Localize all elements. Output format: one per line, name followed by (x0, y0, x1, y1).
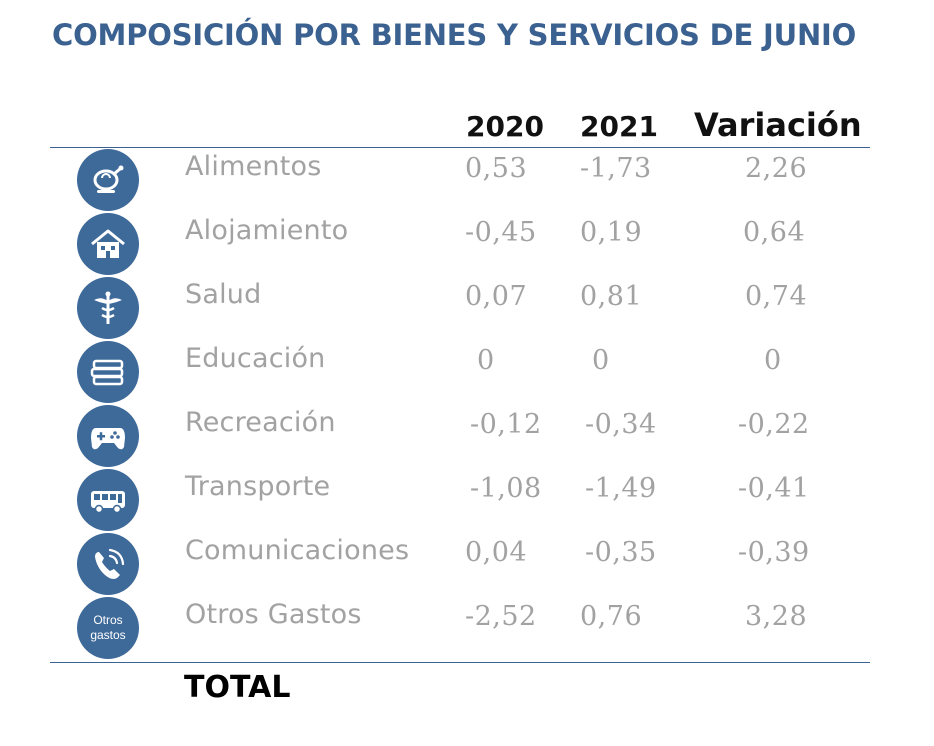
value-2021: -1,49 (585, 473, 657, 504)
header-divider (50, 147, 870, 148)
phone-icon (77, 533, 139, 595)
value-2020: -0,45 (465, 217, 537, 248)
table-row: Comunicaciones 0,04 -0,35 -0,39 (0, 531, 934, 595)
value-variation: 0,64 (743, 217, 806, 248)
value-2021: -0,35 (585, 537, 657, 568)
value-2021: 0 (592, 345, 610, 376)
footer-divider (50, 662, 870, 663)
value-2020: -0,12 (470, 409, 542, 440)
value-variation: 3,28 (745, 601, 808, 632)
food-icon (77, 149, 139, 211)
category-label: Alimentos (185, 151, 322, 182)
value-2021: -1,73 (580, 153, 652, 184)
table-row: Transporte -1,08 -1,49 -0,41 (0, 467, 934, 531)
page-title: COMPOSICIÓN POR BIENES Y SERVICIOS DE JU… (52, 18, 857, 52)
value-2020: 0 (477, 345, 495, 376)
category-label: Educación (185, 343, 326, 374)
caduceus-icon (77, 277, 139, 339)
value-2020: 0,04 (465, 537, 528, 568)
value-2021: 0,19 (580, 217, 643, 248)
category-label: Recreación (185, 407, 336, 438)
value-variation: -0,22 (738, 409, 810, 440)
value-variation: -0,39 (738, 537, 810, 568)
value-2021: -0,34 (585, 409, 657, 440)
column-header-2021: 2021 (580, 110, 658, 143)
table-row: Educación 0 0 0 (0, 339, 934, 403)
value-2021: 0,76 (580, 601, 643, 632)
value-2021: 0,81 (580, 281, 643, 312)
otros-gastos-badge: Otros gastos (77, 597, 139, 659)
table-row: Recreación -0,12 -0,34 -0,22 (0, 403, 934, 467)
value-2020: -2,52 (465, 601, 537, 632)
column-header-variation: Variación (694, 106, 862, 144)
value-2020: 0,53 (465, 153, 528, 184)
category-label: Transporte (185, 471, 331, 502)
value-2020: -1,08 (470, 473, 542, 504)
category-label: Otros Gastos (185, 599, 362, 630)
badge-text-line-1: Otros (93, 613, 123, 627)
value-variation: -0,41 (738, 473, 810, 504)
table-row: Salud 0,07 0,81 0,74 (0, 275, 934, 339)
badge-text-line-2: gastos (90, 628, 126, 642)
gamepad-icon (77, 405, 139, 467)
value-variation: 0,74 (745, 281, 808, 312)
value-variation: 0 (764, 345, 782, 376)
value-variation: 2,26 (745, 153, 808, 184)
column-header-2020: 2020 (466, 110, 544, 143)
category-label: Alojamiento (185, 215, 349, 246)
books-icon (77, 341, 139, 403)
category-label: Comunicaciones (185, 535, 410, 566)
category-label: Salud (185, 279, 262, 310)
table-row: Alojamiento -0,45 0,19 0,64 (0, 211, 934, 275)
total-label: TOTAL (184, 670, 291, 705)
table-row: Otros gastos Otros Gastos -2,52 0,76 3,2… (0, 595, 934, 659)
value-2020: 0,07 (465, 281, 528, 312)
bus-icon (77, 469, 139, 531)
table-row: Alimentos 0,53 -1,73 2,26 (0, 147, 934, 211)
house-icon (77, 213, 139, 275)
